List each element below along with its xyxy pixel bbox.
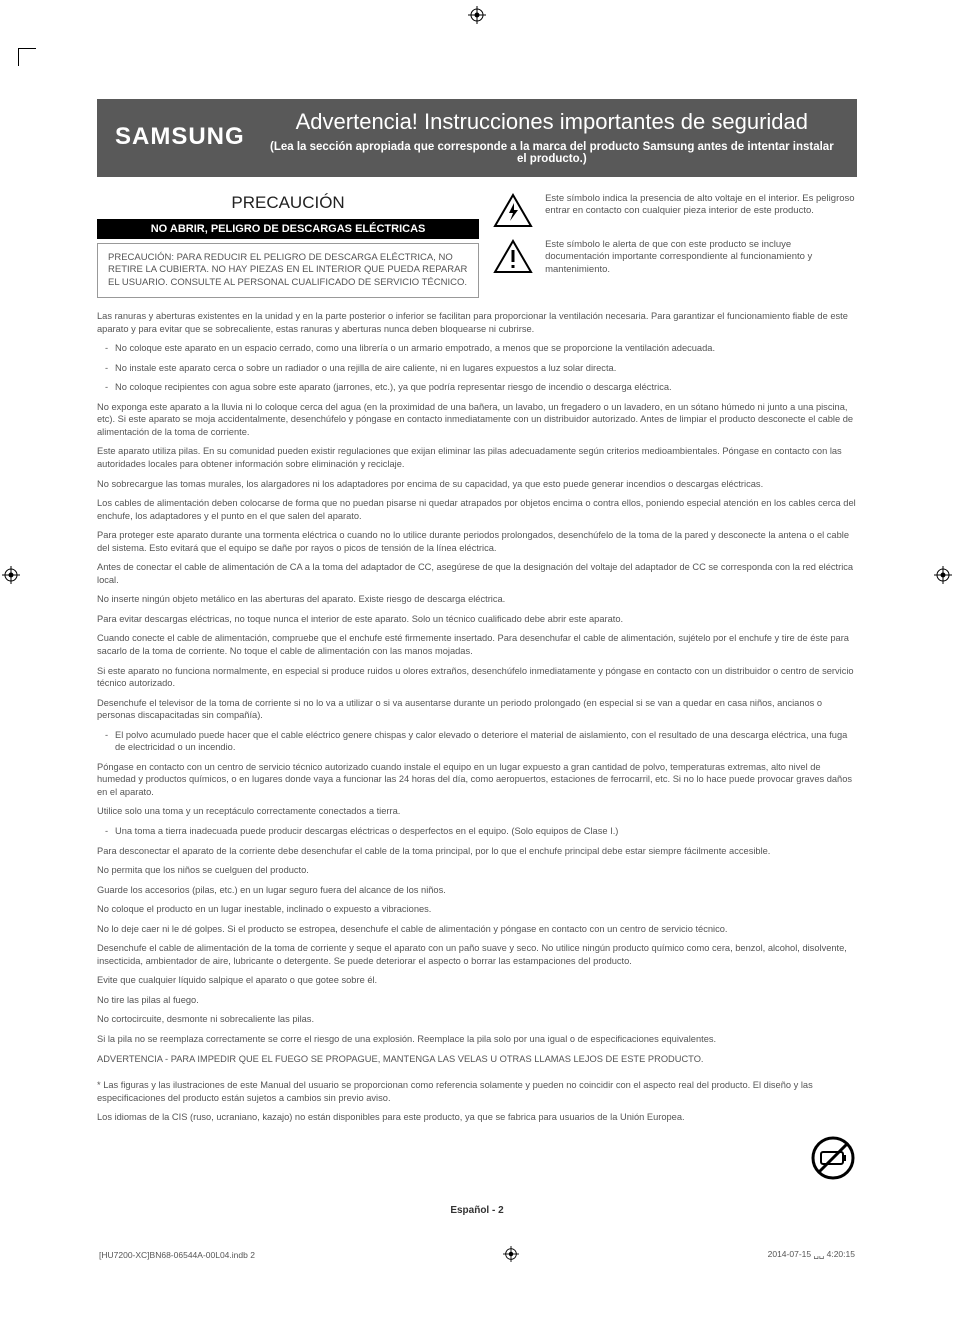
body-paragraph: No tire las pilas al fuego.	[97, 994, 857, 1007]
body-paragraph: Utilice solo una toma y un receptáculo c…	[97, 805, 857, 818]
symbol-row-docs: Este símbolo le alerta de que con este p…	[493, 239, 857, 276]
body-paragraph: Antes de conectar el cable de alimentaci…	[97, 561, 857, 586]
precaution-row: PRECAUCIÓN NO ABRIR, PELIGRO DE DESCARGA…	[97, 193, 857, 298]
exclamation-icon	[493, 239, 533, 275]
footer-meta: [HU7200-XC]BN68-06544A-00L04.indb 2 2014…	[97, 1246, 857, 1264]
symbol-text-docs: Este símbolo le alerta de que con este p…	[545, 239, 857, 276]
body-paragraph: Para proteger este aparato durante una t…	[97, 529, 857, 554]
body-paragraph: ADVERTENCIA - PARA IMPEDIR QUE EL FUEGO …	[97, 1053, 857, 1066]
footer-left: [HU7200-XC]BN68-06544A-00L04.indb 2	[99, 1250, 255, 1260]
symbol-text-voltage: Este símbolo indica la presencia de alto…	[545, 193, 857, 229]
precaution-bar: NO ABRIR, PELIGRO DE DESCARGAS ELÉCTRICA…	[97, 219, 479, 239]
body-paragraph: No instale este aparato cerca o sobre un…	[97, 362, 857, 375]
body-paragraph: Este aparato utiliza pilas. En su comuni…	[97, 445, 857, 470]
page-number: Español - 2	[97, 1205, 857, 1216]
body-paragraph: No exponga este aparato a la lluvia ni l…	[97, 401, 857, 439]
registration-mark-right	[934, 566, 952, 589]
precaution-box: PRECAUCIÓN: PARA REDUCIR EL PELIGRO DE D…	[97, 243, 479, 298]
body-text: Las ranuras y aberturas existentes en la…	[97, 310, 857, 1065]
high-voltage-icon	[493, 193, 533, 229]
precaution-right: Este símbolo indica la presencia de alto…	[493, 193, 857, 298]
footnotes: * Las figuras y las ilustraciones de est…	[97, 1079, 857, 1124]
footnote-paragraph: Los idiomas de la CIS (ruso, ucraniano, …	[97, 1111, 857, 1124]
brand-logo: SAMSUNG	[115, 109, 245, 151]
footer-right: 2014-07-15 ␣␣ 4:20:15	[768, 1249, 855, 1260]
body-paragraph: Evite que cualquier líquido salpique el …	[97, 974, 857, 987]
header-title: Advertencia! Instrucciones importantes d…	[265, 109, 839, 135]
body-paragraph: No cortocircuite, desmonte ni sobrecalie…	[97, 1013, 857, 1026]
header-text: Advertencia! Instrucciones importantes d…	[265, 109, 839, 165]
body-paragraph: Póngase en contacto con un centro de ser…	[97, 761, 857, 799]
body-paragraph: No coloque este aparato en un espacio ce…	[97, 342, 857, 355]
symbol-row-voltage: Este símbolo indica la presencia de alto…	[493, 193, 857, 229]
body-paragraph: No permita que los niños se cuelguen del…	[97, 864, 857, 877]
precaution-title: PRECAUCIÓN	[97, 193, 479, 213]
body-paragraph: No lo deje caer ni le dé golpes. Si el p…	[97, 923, 857, 936]
body-paragraph: No sobrecargue las tomas murales, los al…	[97, 478, 857, 491]
body-paragraph: Desenchufe el cable de alimentación de l…	[97, 942, 857, 967]
body-paragraph: No coloque recipientes con agua sobre es…	[97, 381, 857, 394]
header-band: SAMSUNG Advertencia! Instrucciones impor…	[97, 99, 857, 177]
body-paragraph: Una toma a tierra inadecuada puede produ…	[97, 825, 857, 838]
body-paragraph: No coloque el producto en un lugar inest…	[97, 903, 857, 916]
registration-mark-left	[2, 566, 20, 589]
precaution-left: PRECAUCIÓN NO ABRIR, PELIGRO DE DESCARGA…	[97, 193, 479, 298]
crop-mark	[18, 48, 36, 66]
body-paragraph: Desenchufe el televisor de la toma de co…	[97, 697, 857, 722]
body-paragraph: Si este aparato no funciona normalmente,…	[97, 665, 857, 690]
body-paragraph: Cuando conecte el cable de alimentación,…	[97, 632, 857, 657]
no-battery-icon	[97, 1134, 857, 1187]
body-paragraph: Guarde los accesorios (pilas, etc.) en u…	[97, 884, 857, 897]
body-paragraph: Para desconectar el aparato de la corrie…	[97, 845, 857, 858]
header-subtitle: (Lea la sección apropiada que correspond…	[265, 141, 839, 165]
body-paragraph: No inserte ningún objeto metálico en las…	[97, 593, 857, 606]
body-paragraph: Para evitar descargas eléctricas, no toq…	[97, 613, 857, 626]
body-paragraph: Si la pila no se reemplaza correctamente…	[97, 1033, 857, 1046]
registration-mark-bottom	[503, 1246, 519, 1264]
body-paragraph: Las ranuras y aberturas existentes en la…	[97, 310, 857, 335]
body-paragraph: El polvo acumulado puede hacer que el ca…	[97, 729, 857, 754]
page-content: SAMSUNG Advertencia! Instrucciones impor…	[97, 99, 857, 1264]
footnote-paragraph: * Las figuras y las ilustraciones de est…	[97, 1079, 857, 1104]
registration-mark-top	[0, 6, 954, 29]
body-paragraph: Los cables de alimentación deben colocar…	[97, 497, 857, 522]
